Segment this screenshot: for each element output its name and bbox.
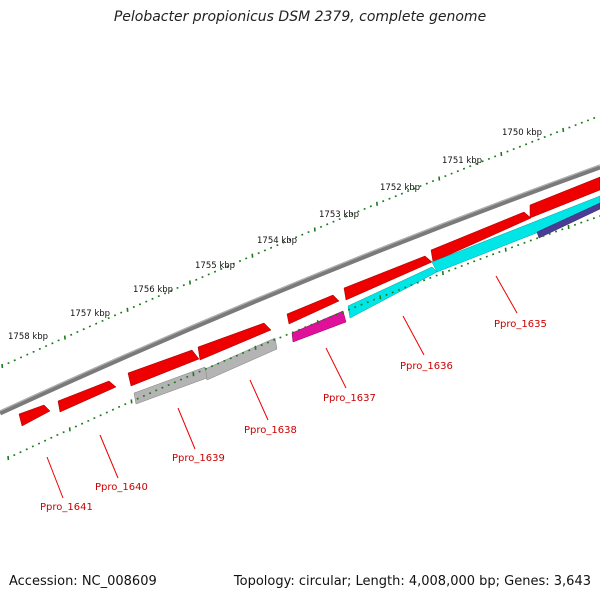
gene-label-lines xyxy=(46,275,518,499)
gene-feature[interactable] xyxy=(57,380,117,413)
gene-feature[interactable] xyxy=(286,294,340,325)
gene-feature[interactable] xyxy=(127,349,200,387)
gene-label-ppro-1635[interactable]: Ppro_1635 xyxy=(494,319,547,330)
gene-label-ppro-1639[interactable]: Ppro_1639 xyxy=(172,453,225,464)
gene-label-group: Ppro_1635 Ppro_1636 Ppro_1637 Ppro_1638 … xyxy=(40,319,547,513)
leader-line xyxy=(46,456,64,499)
accession-text: Accession: NC_008609 xyxy=(9,574,157,589)
cyan-feature[interactable] xyxy=(431,195,600,273)
gene-label-ppro-1641[interactable]: Ppro_1641 xyxy=(40,502,93,513)
gene-label-ppro-1638[interactable]: Ppro_1638 xyxy=(244,425,297,436)
kbp-label-1754: 1754 kbp xyxy=(257,236,297,246)
kbp-label-1755: 1755 kbp xyxy=(195,261,235,271)
kbp-label-1756: 1756 kbp xyxy=(133,285,173,295)
outer-tick-ring xyxy=(1,116,596,369)
leader-line xyxy=(402,315,425,356)
map-title: Pelobacter propionicus DSM 2379, complet… xyxy=(113,9,487,25)
forward-strand-genes xyxy=(18,176,600,427)
genome-summary-text: Topology: circular; Length: 4,008,000 bp… xyxy=(233,574,591,589)
kbp-label-1757: 1757 kbp xyxy=(70,309,110,319)
genome-backbone-highlight xyxy=(0,164,600,412)
leader-line xyxy=(99,434,119,479)
inner-tick-ring xyxy=(7,215,600,461)
gene-feature[interactable] xyxy=(197,322,272,361)
gene-label-ppro-1640[interactable]: Ppro_1640 xyxy=(95,482,148,493)
navy-feature[interactable] xyxy=(536,202,600,239)
leader-line xyxy=(325,347,347,389)
leader-line xyxy=(249,379,269,421)
genome-backbone xyxy=(0,164,600,416)
kbp-label-1751: 1751 kbp xyxy=(442,156,482,166)
leader-line xyxy=(177,407,196,450)
reverse-strand-features xyxy=(133,195,600,405)
leader-line xyxy=(495,275,518,314)
magenta-feature[interactable] xyxy=(291,310,347,343)
gene-feature[interactable] xyxy=(430,211,532,263)
gene-feature[interactable] xyxy=(18,404,51,427)
kbp-label-1758: 1758 kbp xyxy=(8,332,48,342)
kbp-label-group: 1750 kbp 1751 kbp 1752 kbp 1753 kbp 1754… xyxy=(8,128,542,342)
gene-label-ppro-1636[interactable]: Ppro_1636 xyxy=(400,361,453,372)
gene-label-ppro-1637[interactable]: Ppro_1637 xyxy=(323,393,376,404)
kbp-label-1752: 1752 kbp xyxy=(380,183,420,193)
kbp-label-1750: 1750 kbp xyxy=(502,128,542,138)
gray-feature[interactable] xyxy=(133,366,208,405)
kbp-label-1753: 1753 kbp xyxy=(319,210,359,220)
gene-feature[interactable] xyxy=(529,176,600,219)
